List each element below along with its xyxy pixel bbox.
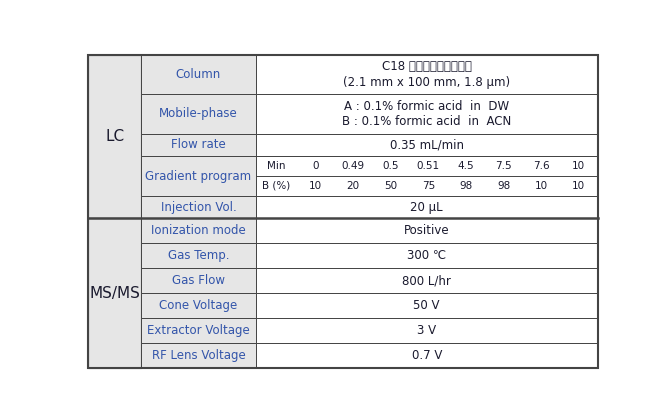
Bar <box>256 318 598 343</box>
Text: 300 ℃: 300 ℃ <box>407 249 446 262</box>
Bar <box>141 343 256 368</box>
Text: B : 0.1% formic acid  in  ACN: B : 0.1% formic acid in ACN <box>342 115 511 128</box>
Bar <box>141 218 256 243</box>
Bar <box>256 343 598 368</box>
Text: 98: 98 <box>460 181 472 191</box>
Text: (2.1 mm x 100 mm, 1.8 μm): (2.1 mm x 100 mm, 1.8 μm) <box>343 76 511 89</box>
Text: 0.35 mL/min: 0.35 mL/min <box>390 139 464 152</box>
Text: LC: LC <box>105 129 125 144</box>
Bar <box>141 94 256 134</box>
Text: 800 L/hr: 800 L/hr <box>402 274 451 287</box>
Text: Extractor Voltage: Extractor Voltage <box>147 324 250 337</box>
Text: Min: Min <box>267 161 285 171</box>
Bar <box>256 196 598 218</box>
Text: 10: 10 <box>572 161 586 171</box>
Text: Gas Temp.: Gas Temp. <box>168 249 229 262</box>
Text: 50 V: 50 V <box>413 299 440 312</box>
Text: Gas Flow: Gas Flow <box>172 274 225 287</box>
Bar <box>141 318 256 343</box>
Bar <box>141 243 256 268</box>
Bar <box>88 218 141 368</box>
Text: Cone Voltage: Cone Voltage <box>159 299 238 312</box>
Text: RF Lens Voltage: RF Lens Voltage <box>151 349 245 362</box>
Text: 0.7 V: 0.7 V <box>411 349 442 362</box>
Bar <box>256 134 598 156</box>
Text: 10: 10 <box>535 181 548 191</box>
Text: Ionization mode: Ionization mode <box>151 225 246 238</box>
Text: 20: 20 <box>346 181 360 191</box>
Text: Mobile-phase: Mobile-phase <box>159 107 238 120</box>
Text: MS/MS: MS/MS <box>89 286 140 301</box>
Text: A : 0.1% formic acid  in  DW: A : 0.1% formic acid in DW <box>344 100 509 113</box>
Bar <box>256 243 598 268</box>
Text: 7.6: 7.6 <box>533 161 549 171</box>
Text: 10: 10 <box>572 181 586 191</box>
Text: 0.51: 0.51 <box>417 161 440 171</box>
Text: 10: 10 <box>309 181 322 191</box>
Text: 50: 50 <box>384 181 397 191</box>
Text: Gradient program: Gradient program <box>145 170 251 183</box>
Text: 7.5: 7.5 <box>495 161 512 171</box>
Text: Flow rate: Flow rate <box>171 139 226 152</box>
Bar <box>256 94 598 134</box>
Text: B (%): B (%) <box>262 181 290 191</box>
Text: Positive: Positive <box>404 225 450 238</box>
Bar <box>256 156 598 196</box>
Text: 98: 98 <box>497 181 511 191</box>
Bar <box>141 156 256 196</box>
Bar <box>88 55 141 218</box>
Bar <box>256 218 598 243</box>
Bar <box>256 293 598 318</box>
Bar <box>141 293 256 318</box>
Bar <box>141 55 256 94</box>
Text: C18 액체크로마토그래프: C18 액체크로마토그래프 <box>382 60 472 73</box>
Bar <box>141 268 256 293</box>
Text: 3 V: 3 V <box>417 324 436 337</box>
Text: 0.5: 0.5 <box>383 161 399 171</box>
Text: 0.49: 0.49 <box>342 161 364 171</box>
Text: 75: 75 <box>422 181 435 191</box>
Text: Column: Column <box>176 68 221 81</box>
Text: 0: 0 <box>312 161 319 171</box>
Bar <box>141 196 256 218</box>
Text: 20 μL: 20 μL <box>410 201 443 214</box>
Text: Injection Vol.: Injection Vol. <box>161 201 237 214</box>
Bar <box>256 268 598 293</box>
Bar <box>141 134 256 156</box>
Text: 4.5: 4.5 <box>458 161 474 171</box>
Bar <box>256 55 598 94</box>
